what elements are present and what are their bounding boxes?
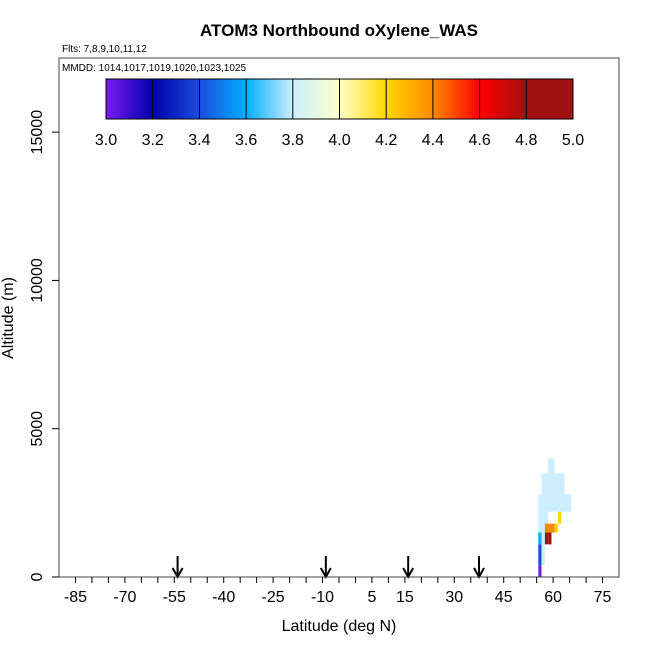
y-tick-label: 10000	[29, 258, 46, 303]
mmdd-label: MMDD: 1014,1017,1019,1020,1023,1025	[62, 63, 246, 74]
colorbar-tick-label: 3.6	[235, 132, 257, 149]
x-tick-label: 45	[495, 589, 513, 606]
x-axis: -85 -70 -55 -40 -25 -10 5 15 30 45 60 75	[64, 577, 612, 606]
heatmap-cell	[541, 473, 565, 494]
latitude-arrow	[319, 556, 332, 580]
latitude-arrow	[402, 556, 415, 580]
colorbar-tick-label: 4.6	[468, 132, 490, 149]
colorbar-segment	[526, 79, 574, 119]
colorbar-tick-label: 4.4	[422, 132, 444, 149]
latitude-arrow	[171, 556, 184, 580]
colorbar-segment	[292, 79, 340, 119]
colorbar-segment	[432, 79, 481, 119]
heatmap-cell	[538, 544, 542, 566]
heatmap-cell	[544, 532, 549, 545]
colorbar-segment	[246, 79, 294, 119]
colorbar-tick-label: 4.2	[375, 132, 397, 149]
heatmap-cell	[538, 532, 542, 545]
colorbar-segment	[386, 79, 434, 119]
colorbar-tick-label: 3.4	[188, 132, 210, 149]
colorbar-tick-label: 3.8	[282, 132, 304, 149]
y-axis-label: Altitude (m)	[0, 277, 17, 359]
x-tick-label: 60	[544, 589, 562, 606]
y-tick-label: 0	[29, 572, 46, 581]
heatmap-cell	[538, 523, 545, 533]
x-tick-label: -25	[262, 589, 285, 606]
heatmap-cell	[538, 493, 572, 512]
colorbar: 3.0 3.2 3.4 3.6 3.8 4.0 4.2 4.4 4.6 4.8 5.0	[95, 78, 584, 149]
x-tick-label: -70	[113, 589, 136, 606]
x-tick-label: -55	[163, 589, 186, 606]
heatmap-cell	[548, 458, 555, 474]
colorbar-tick-label: 4.8	[515, 132, 537, 149]
y-tick-label: 15000	[29, 110, 46, 155]
heatmap-cell	[544, 523, 549, 533]
x-tick-label: 15	[396, 589, 414, 606]
heatmap-cell	[538, 511, 549, 524]
y-axis: 0 5000 10000 15000	[29, 110, 59, 581]
heatmap-cell	[558, 511, 562, 524]
x-axis-label: Latitude (deg N)	[282, 618, 397, 635]
colorbar-segment	[479, 79, 527, 119]
colorbar-tick-label: 4.0	[328, 132, 350, 149]
chart-title: ATOM3 Northbound oXylene_WAS	[200, 21, 478, 40]
heatmap-cells	[538, 458, 572, 577]
y-tick-label: 5000	[29, 411, 46, 447]
x-tick-label: -10	[311, 589, 334, 606]
x-tick-label: 75	[594, 589, 612, 606]
x-tick-label: -40	[212, 589, 235, 606]
flights-label: Flts: 7,8,9,10,11,12	[62, 44, 147, 55]
colorbar-segment	[106, 79, 154, 119]
heatmap-cell	[548, 523, 555, 533]
colorbar-tick-label: 5.0	[562, 132, 584, 149]
latitude-arrows	[171, 556, 485, 580]
latitude-arrow	[473, 556, 485, 580]
colorbar-segment	[339, 79, 387, 119]
x-tick-label: 5	[367, 589, 376, 606]
colorbar-segment	[199, 79, 247, 119]
heatmap-cell	[548, 532, 552, 545]
colorbar-tick-label: 3.2	[142, 132, 164, 149]
heatmap-cell	[541, 532, 545, 545]
heatmap-cell	[541, 565, 544, 577]
heatmap-cell	[538, 565, 542, 577]
heatmap-cell	[541, 544, 545, 566]
colorbar-tick-label: 3.0	[95, 132, 117, 149]
x-tick-label: 30	[445, 589, 463, 606]
colorbar-segment	[152, 79, 200, 119]
x-tick-label: -85	[64, 589, 87, 606]
heatmap-cell	[554, 523, 559, 533]
